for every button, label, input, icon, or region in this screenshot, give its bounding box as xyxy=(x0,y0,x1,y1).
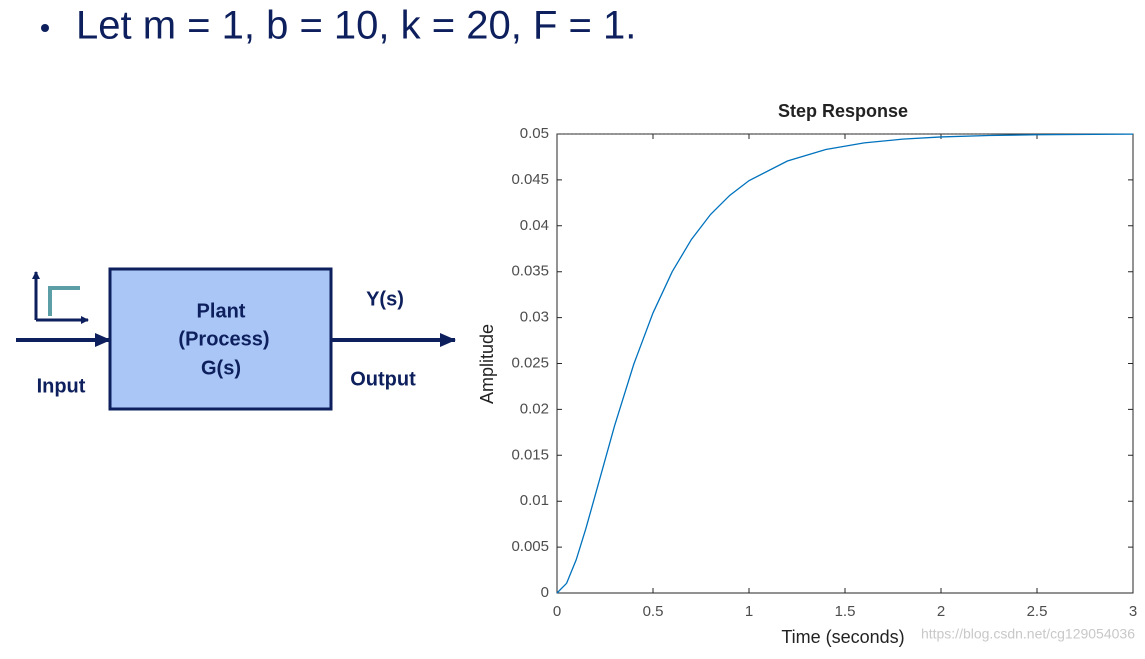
output-label: Output xyxy=(350,368,416,390)
x-tick-label: 3 xyxy=(1129,603,1137,620)
y-tick-label: 0 xyxy=(541,584,549,601)
watermark: https://blog.csdn.net/cg129054036 xyxy=(921,626,1135,642)
x-tick-label: 0 xyxy=(553,603,561,620)
x-tick-label: 1 xyxy=(745,603,753,620)
y-tick-label: 0.03 xyxy=(520,309,549,326)
step-icon xyxy=(48,286,80,316)
y-tick-label: 0.005 xyxy=(511,538,549,555)
block-text: G(s) xyxy=(201,357,241,379)
x-tick-label: 0.5 xyxy=(643,603,664,620)
input-label: Input xyxy=(37,375,86,397)
y-tick-label: 0.01 xyxy=(520,492,549,509)
y-axis-label: Amplitude xyxy=(477,324,497,404)
x-tick-label: 1.5 xyxy=(835,603,856,620)
response-curve xyxy=(556,133,1134,594)
x-tick-label: 2 xyxy=(937,603,945,620)
output-signal: Y(s) xyxy=(366,288,404,310)
y-tick-label: 0.02 xyxy=(520,400,549,417)
x-tick-label: 2.5 xyxy=(1027,603,1048,620)
x-axis-label: Time (seconds) xyxy=(781,627,904,647)
y-tick-label: 0.04 xyxy=(520,217,549,234)
y-tick-label: 0.035 xyxy=(511,263,549,280)
y-tick-label: 0.025 xyxy=(511,354,549,371)
bullet-dot xyxy=(41,24,49,32)
y-tick-label: 0.045 xyxy=(511,171,549,188)
y-tick-label: 0.015 xyxy=(511,446,549,463)
chart-title: Step Response xyxy=(778,101,908,121)
y-tick-label: 0.05 xyxy=(520,125,549,142)
plot-frame xyxy=(556,133,1134,594)
block-text: (Process) xyxy=(178,328,269,350)
plant-block xyxy=(108,267,333,411)
bullet-text: Let m = 1, b = 10, k = 20, F = 1. xyxy=(76,4,636,48)
block-text: Plant xyxy=(197,300,246,322)
